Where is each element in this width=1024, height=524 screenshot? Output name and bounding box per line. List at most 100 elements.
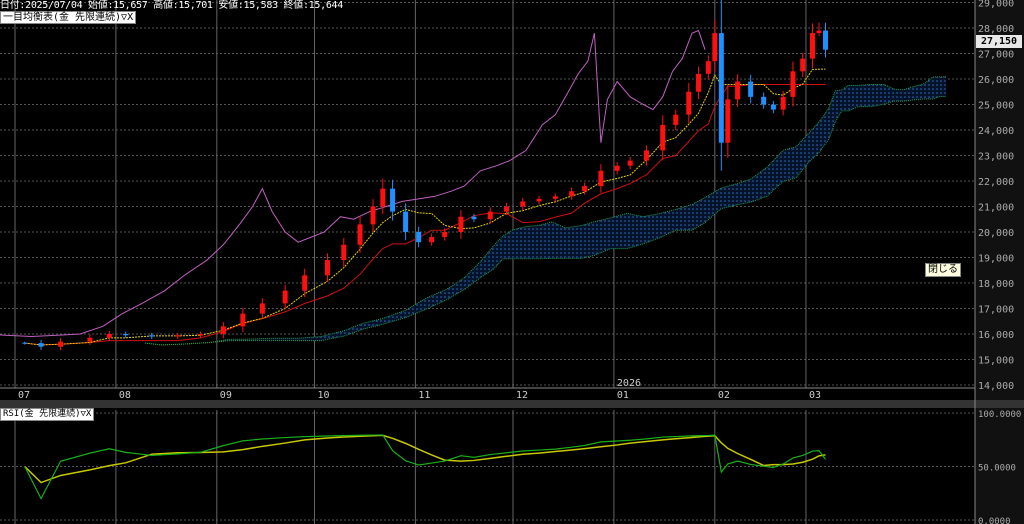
- senkou-span-a-line: [145, 76, 946, 346]
- indicator-lines: [0, 29, 946, 346]
- candle-down: [770, 104, 776, 110]
- rsi-panel: [24, 434, 826, 500]
- price-tick-label: 14,000: [978, 381, 1014, 392]
- price-tick-label: 16,000: [978, 330, 1014, 341]
- candle-up: [660, 124, 666, 151]
- time-tick-label: 07: [18, 390, 30, 401]
- candle-up: [487, 211, 493, 220]
- candle-up: [198, 334, 204, 336]
- price-tick-label: 19,000: [978, 254, 1014, 265]
- candle-up: [800, 58, 806, 72]
- candle-up: [686, 91, 692, 115]
- ichimoku-indicator-tag[interactable]: 一目均衡表(金 先限連続)▽X: [0, 11, 137, 24]
- candle-up: [504, 206, 510, 212]
- price-tick-label: 22,000: [978, 177, 1014, 188]
- price-tick-label: 20,000: [978, 228, 1014, 239]
- candle-up: [520, 201, 526, 207]
- close-tooltip: 閉じる: [925, 263, 961, 277]
- candle-up: [705, 61, 711, 74]
- candles: [22, 0, 828, 351]
- axes: 14,000 15,000 16,000 17,000 18,000 19,000 20,0…: [18, 0, 1021, 524]
- price-tick-label: 24,000: [978, 126, 1014, 137]
- time-tick-label: 03: [809, 390, 821, 401]
- candle-up: [442, 232, 448, 238]
- candle-up: [614, 165, 620, 171]
- panel-splitter[interactable]: [0, 400, 1024, 408]
- ichimoku-cloud: [145, 76, 946, 345]
- candle-down: [390, 188, 396, 212]
- candle-up: [673, 114, 679, 125]
- candle-down: [22, 342, 28, 344]
- rsi-signal-line: [24, 434, 826, 484]
- candle-up: [302, 275, 308, 291]
- candle-up: [324, 260, 330, 276]
- candle-up: [175, 335, 181, 337]
- candle-up: [598, 170, 604, 187]
- year-label: 2026: [617, 378, 641, 389]
- senkou-span-b-line: [145, 95, 946, 346]
- candle-down: [149, 335, 155, 337]
- price-tick-label: 28,000: [978, 24, 1014, 35]
- candle-up: [725, 99, 731, 143]
- rsi-tick-label: 50.0000: [978, 464, 1016, 474]
- candle-up: [341, 244, 347, 261]
- price-tick-label: 15,000: [978, 356, 1014, 367]
- candle-up: [643, 150, 649, 161]
- price-tick-label: 21,000: [978, 203, 1014, 214]
- candle-up: [370, 206, 376, 225]
- time-tick-label: 01: [617, 390, 629, 401]
- price-tick-label: 25,000: [978, 101, 1014, 112]
- candle-up: [780, 96, 786, 110]
- ohlc-info: 日付:2025/07/04 始値:15,657 高値:15,701 安値:15,…: [0, 0, 343, 11]
- price-tick-label: 27,000: [978, 50, 1014, 61]
- candle-up: [259, 303, 265, 314]
- price-axis-bg: [975, 0, 1024, 524]
- rsi-indicator-tag[interactable]: RSI(金 先限連続)▽X: [0, 408, 95, 421]
- chikou-span-line: [0, 29, 706, 338]
- last-price-label: 27,150: [976, 35, 1022, 48]
- candle-down: [38, 343, 44, 347]
- candle-up: [735, 81, 741, 100]
- price-tick-label: 26,000: [978, 75, 1014, 86]
- candle-down: [761, 96, 767, 105]
- candle-up: [569, 191, 575, 197]
- rsi-tick-label: 100.0000: [978, 410, 1021, 420]
- candle-up: [282, 290, 288, 304]
- candle-up: [809, 33, 815, 59]
- candle-up: [58, 341, 64, 347]
- candle-up: [790, 71, 796, 97]
- candle-down: [416, 232, 422, 243]
- candle-up: [582, 186, 588, 192]
- candle-down: [123, 334, 129, 336]
- candle-up: [429, 237, 435, 243]
- price-tick-label: 29,000: [978, 0, 1014, 10]
- time-tick-label: 09: [220, 390, 232, 401]
- candle-up: [816, 30, 822, 34]
- price-tick-label: 17,000: [978, 305, 1014, 316]
- grid: [0, 0, 976, 524]
- candle-up: [380, 188, 386, 207]
- candle-up: [220, 326, 226, 334]
- time-tick-label: 08: [119, 390, 131, 401]
- candle-down: [822, 30, 828, 50]
- candle-up: [357, 224, 363, 245]
- candle-up: [458, 216, 464, 232]
- candle-down: [403, 211, 409, 232]
- time-tick-label: 11: [418, 390, 430, 401]
- time-tick-label: 10: [317, 390, 329, 401]
- price-tick-label: 18,000: [978, 279, 1014, 290]
- time-tick-label: 12: [516, 390, 528, 401]
- candle-up: [712, 33, 718, 62]
- rsi-line: [24, 434, 826, 500]
- time-tick-label: 02: [718, 390, 730, 401]
- price-tick-label: 23,000: [978, 152, 1014, 163]
- cloud-fill: [145, 76, 946, 345]
- candle-up: [696, 73, 702, 92]
- candle-up: [87, 337, 93, 342]
- candle-up: [536, 198, 542, 202]
- rsi-tick-label: 0.0000: [978, 517, 1011, 524]
- candle-down: [471, 216, 477, 220]
- candle-up: [240, 313, 246, 327]
- candle-up: [106, 334, 112, 338]
